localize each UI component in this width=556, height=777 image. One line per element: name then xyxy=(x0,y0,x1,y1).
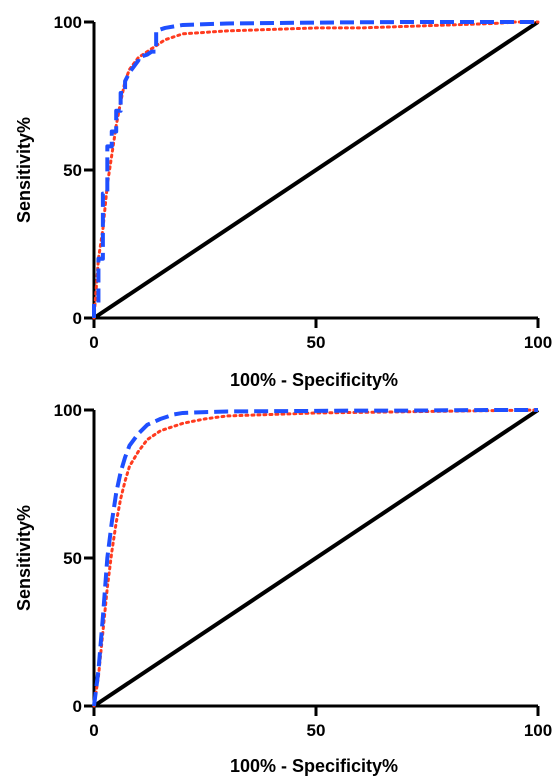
roc-chart-1: 0 50 100 0 50 100 100% - Specificity% Sensitivi… xyxy=(14,13,552,390)
y-axis-title: Sensitivity% xyxy=(14,117,34,223)
y-tick-label: 0 xyxy=(73,697,82,716)
y-tick-label: 100 xyxy=(54,13,82,32)
y-tick-label: 50 xyxy=(63,161,82,180)
x-tick-label: 50 xyxy=(307,721,326,740)
y-tick-label: 100 xyxy=(54,401,82,420)
roc-chart-2: 0 50 100 0 50 100 100% - Specificity% Sensitivi… xyxy=(14,401,552,776)
roc-curve-dashed-blue xyxy=(92,20,538,318)
x-tick-label: 0 xyxy=(89,721,98,740)
x-tick-label: 100 xyxy=(524,333,552,352)
x-axis-title: 100% - Specificity% xyxy=(230,756,398,776)
roc-curve-dashed-blue xyxy=(92,408,538,707)
y-tick-label: 50 xyxy=(63,549,82,568)
x-tick-label: 50 xyxy=(307,333,326,352)
x-tick-label: 0 xyxy=(89,333,98,352)
reference-diagonal-line xyxy=(92,20,540,320)
x-axis-title: 100% - Specificity% xyxy=(230,370,398,390)
reference-diagonal-line xyxy=(92,408,540,708)
x-tick-label: 100 xyxy=(524,721,552,740)
y-tick-label: 0 xyxy=(73,309,82,328)
y-axis-title: Sensitivity% xyxy=(14,505,34,611)
